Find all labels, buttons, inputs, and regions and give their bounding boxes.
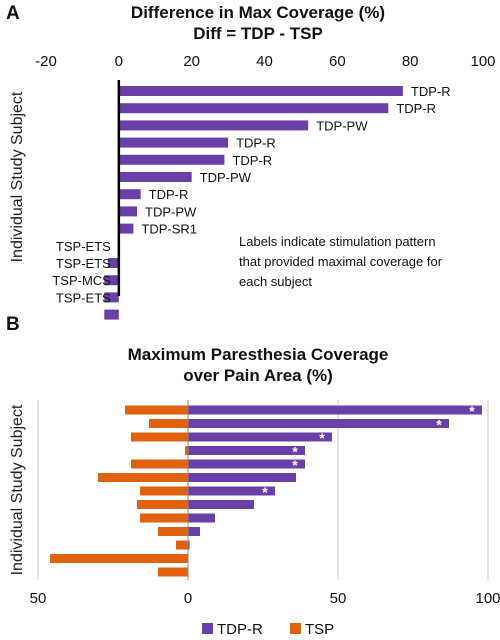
panel-a-bar — [104, 292, 119, 303]
legend-label-tsp: TSP — [305, 621, 334, 638]
panel-b-bar-tsp — [98, 473, 188, 482]
panel-a-bar-label: TSP-ETS — [56, 256, 111, 271]
panel-a-x-tick-label: 40 — [256, 53, 273, 70]
legend-label-tdp-r: TDP-R — [217, 621, 263, 638]
panel-a-bar-label: TSP-MCS — [52, 273, 111, 288]
panel-b-x-tick-label: 100 — [475, 590, 500, 607]
panel-b-bar-tsp — [50, 554, 188, 563]
panel-a-note-line3: each subject — [239, 274, 312, 289]
panel-b-bar-tdp-r — [188, 500, 254, 509]
panel-b-bar-tsp — [131, 459, 188, 469]
panel-b-bar-tsp — [125, 405, 188, 415]
panel-b-bar-tsp — [185, 446, 188, 455]
panel-b-bar-tdp-r — [188, 405, 482, 415]
panel-b-bar-tdp-r — [188, 459, 305, 469]
panel-a-bar-label: TDP-R — [411, 84, 451, 99]
panel-a-bar — [118, 154, 225, 165]
panel-a-title-line2: Diff = TDP - TSP — [193, 24, 323, 43]
panel-a-bar-label: TSP-ETS — [56, 290, 111, 305]
panel-b-x-tick-label: 0 — [184, 590, 192, 607]
panel-b-significance-star: * — [262, 484, 268, 500]
panel-a-bar-label: TDP-R — [236, 136, 276, 151]
panel-b-bar-tdp-r — [188, 432, 332, 442]
legend-swatch-tdp-r — [202, 623, 213, 634]
panel-b-letter: B — [6, 314, 20, 335]
panel-a-bar — [118, 137, 229, 148]
panel-a-bar — [118, 189, 141, 200]
panel-b-bar-tdp-r — [188, 527, 200, 536]
panel-b-significance-star: * — [319, 430, 325, 446]
panel-a-x-tick-label: 0 — [115, 53, 123, 70]
panel-a-bar — [118, 206, 138, 217]
panel-b-x-tick-label: 50 — [330, 590, 347, 607]
panel-a-bar — [104, 309, 119, 320]
panel-b-significance-star: * — [436, 417, 442, 433]
panel-a-title-line1: Difference in Max Coverage (%) — [131, 3, 385, 22]
panel-b-significance-star: * — [469, 403, 475, 419]
panel-a-bar-label: TSP-ETS — [56, 239, 111, 254]
panel-b-title-line2: over Pain Area (%) — [183, 366, 333, 385]
panel-a-x-tick-label: 60 — [329, 53, 346, 70]
panel-b-significance-star: * — [292, 457, 298, 473]
panel-a-x-tick-label: -20 — [35, 53, 57, 70]
panel-b-bar-tsp — [158, 567, 188, 577]
panel-a-bar-label: TDP-PW — [200, 170, 252, 185]
legend-swatch-tsp — [290, 623, 301, 634]
panel-b-bar-tsp — [137, 500, 188, 509]
panel-b-title-line1: Maximum Paresthesia Coverage — [128, 345, 389, 364]
panel-b-bar-tsp — [158, 527, 188, 536]
panel-a-x-tick-label: 20 — [183, 53, 200, 70]
panel-a-bar-label: TDP-R — [396, 101, 436, 116]
panel-b-significance-star: * — [292, 444, 298, 460]
panel-b-bar-tsp — [140, 486, 188, 496]
panel-a-bar — [118, 223, 134, 234]
legend: TDP-R TSP — [202, 621, 334, 638]
panel-a-bar-label: TDP-R — [149, 187, 189, 202]
panel-a-bar — [107, 258, 119, 268]
panel-b-bar-tdp-r — [188, 446, 305, 455]
panel-a-bar-label: TDP-PW — [145, 204, 197, 219]
panel-a-bar — [104, 275, 119, 286]
panel-b-bar-tsp — [131, 432, 188, 442]
panel-a-x-tick-label: 80 — [402, 53, 419, 70]
panel-a-letter: A — [6, 3, 20, 24]
panel-b-bar-tsp — [140, 513, 188, 523]
panel-a-bar — [118, 103, 389, 114]
panel-b-x-tick-label: 50 — [30, 590, 47, 607]
panel-b-bar-tdp-r — [188, 513, 215, 523]
panel-a-bar-label: TDP-PW — [316, 118, 368, 133]
panel-a-bar-label: TDP-SR1 — [141, 222, 197, 237]
panel-b-y-axis-label: Individual Study Subject — [9, 404, 26, 575]
panel-b-bar-tdp-r — [188, 540, 190, 550]
panel-a-note-line1: Labels indicate stimulation pattern — [239, 234, 436, 249]
panel-b-bar-tdp-r — [188, 486, 275, 496]
panel-b-bar-tdp-r — [188, 473, 296, 482]
panel-a-bar — [118, 86, 403, 96]
panel-a-bar-label: TDP-R — [232, 153, 272, 168]
panel-a-note-line2: that provided maximal coverage for — [239, 254, 443, 269]
panel-b-bar-tdp-r — [188, 419, 449, 428]
panel-b-bar-tsp — [149, 419, 188, 428]
panel-a-bar — [118, 172, 192, 182]
panel-a-x-tick-label: 100 — [470, 53, 495, 70]
panel-a-y-axis-label: Individual Study Subject — [9, 91, 26, 262]
panel-a-plot: -20 0 20 40 60 80 100 TDP-R TDP-R TDP-PW TDP-R TDP-… — [35, 53, 496, 320]
panel-a-bar — [118, 120, 309, 131]
panel-b-plot: 50 0 50 100****** — [30, 400, 500, 607]
panel-b-bar-tsp — [176, 540, 188, 550]
